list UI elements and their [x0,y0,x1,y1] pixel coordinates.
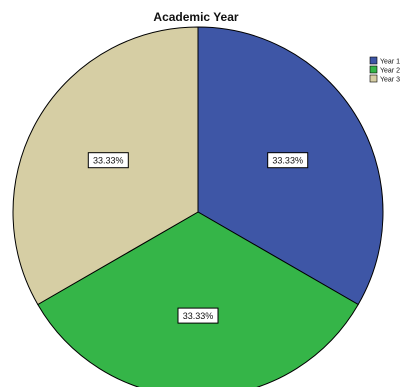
legend-item-year-2: Year 2 [369,65,400,75]
data-labels: 33.33% 33.33% 33.33% [87,152,309,324]
data-label-box [177,307,219,324]
legend-label: Year 3 [380,77,400,84]
pie-slices [12,26,384,387]
data-label-year-1: 33.33% [267,152,309,169]
legend-item-year-3: Year 3 [369,74,400,84]
data-label-box [87,152,129,169]
data-label-year-2: 33.33% [177,307,219,324]
data-label-text: 33.33% [183,311,214,321]
legend-swatch [369,65,378,74]
legend-label: Year 1 [380,59,400,66]
legend-swatch [369,56,378,65]
chart-title: Academic Year [153,10,239,24]
legend: Year 1 Year 2 Year 3 [369,56,400,84]
data-label-year-3: 33.33% [87,152,129,169]
data-label-text: 33.33% [93,156,124,166]
data-label-box [267,152,309,169]
data-label-text: 33.33% [272,156,303,166]
legend-swatch [369,74,378,83]
legend-label: Year 2 [380,68,400,75]
pie-slice-year-2 [37,211,359,387]
legend-item-year-1: Year 1 [369,56,400,66]
